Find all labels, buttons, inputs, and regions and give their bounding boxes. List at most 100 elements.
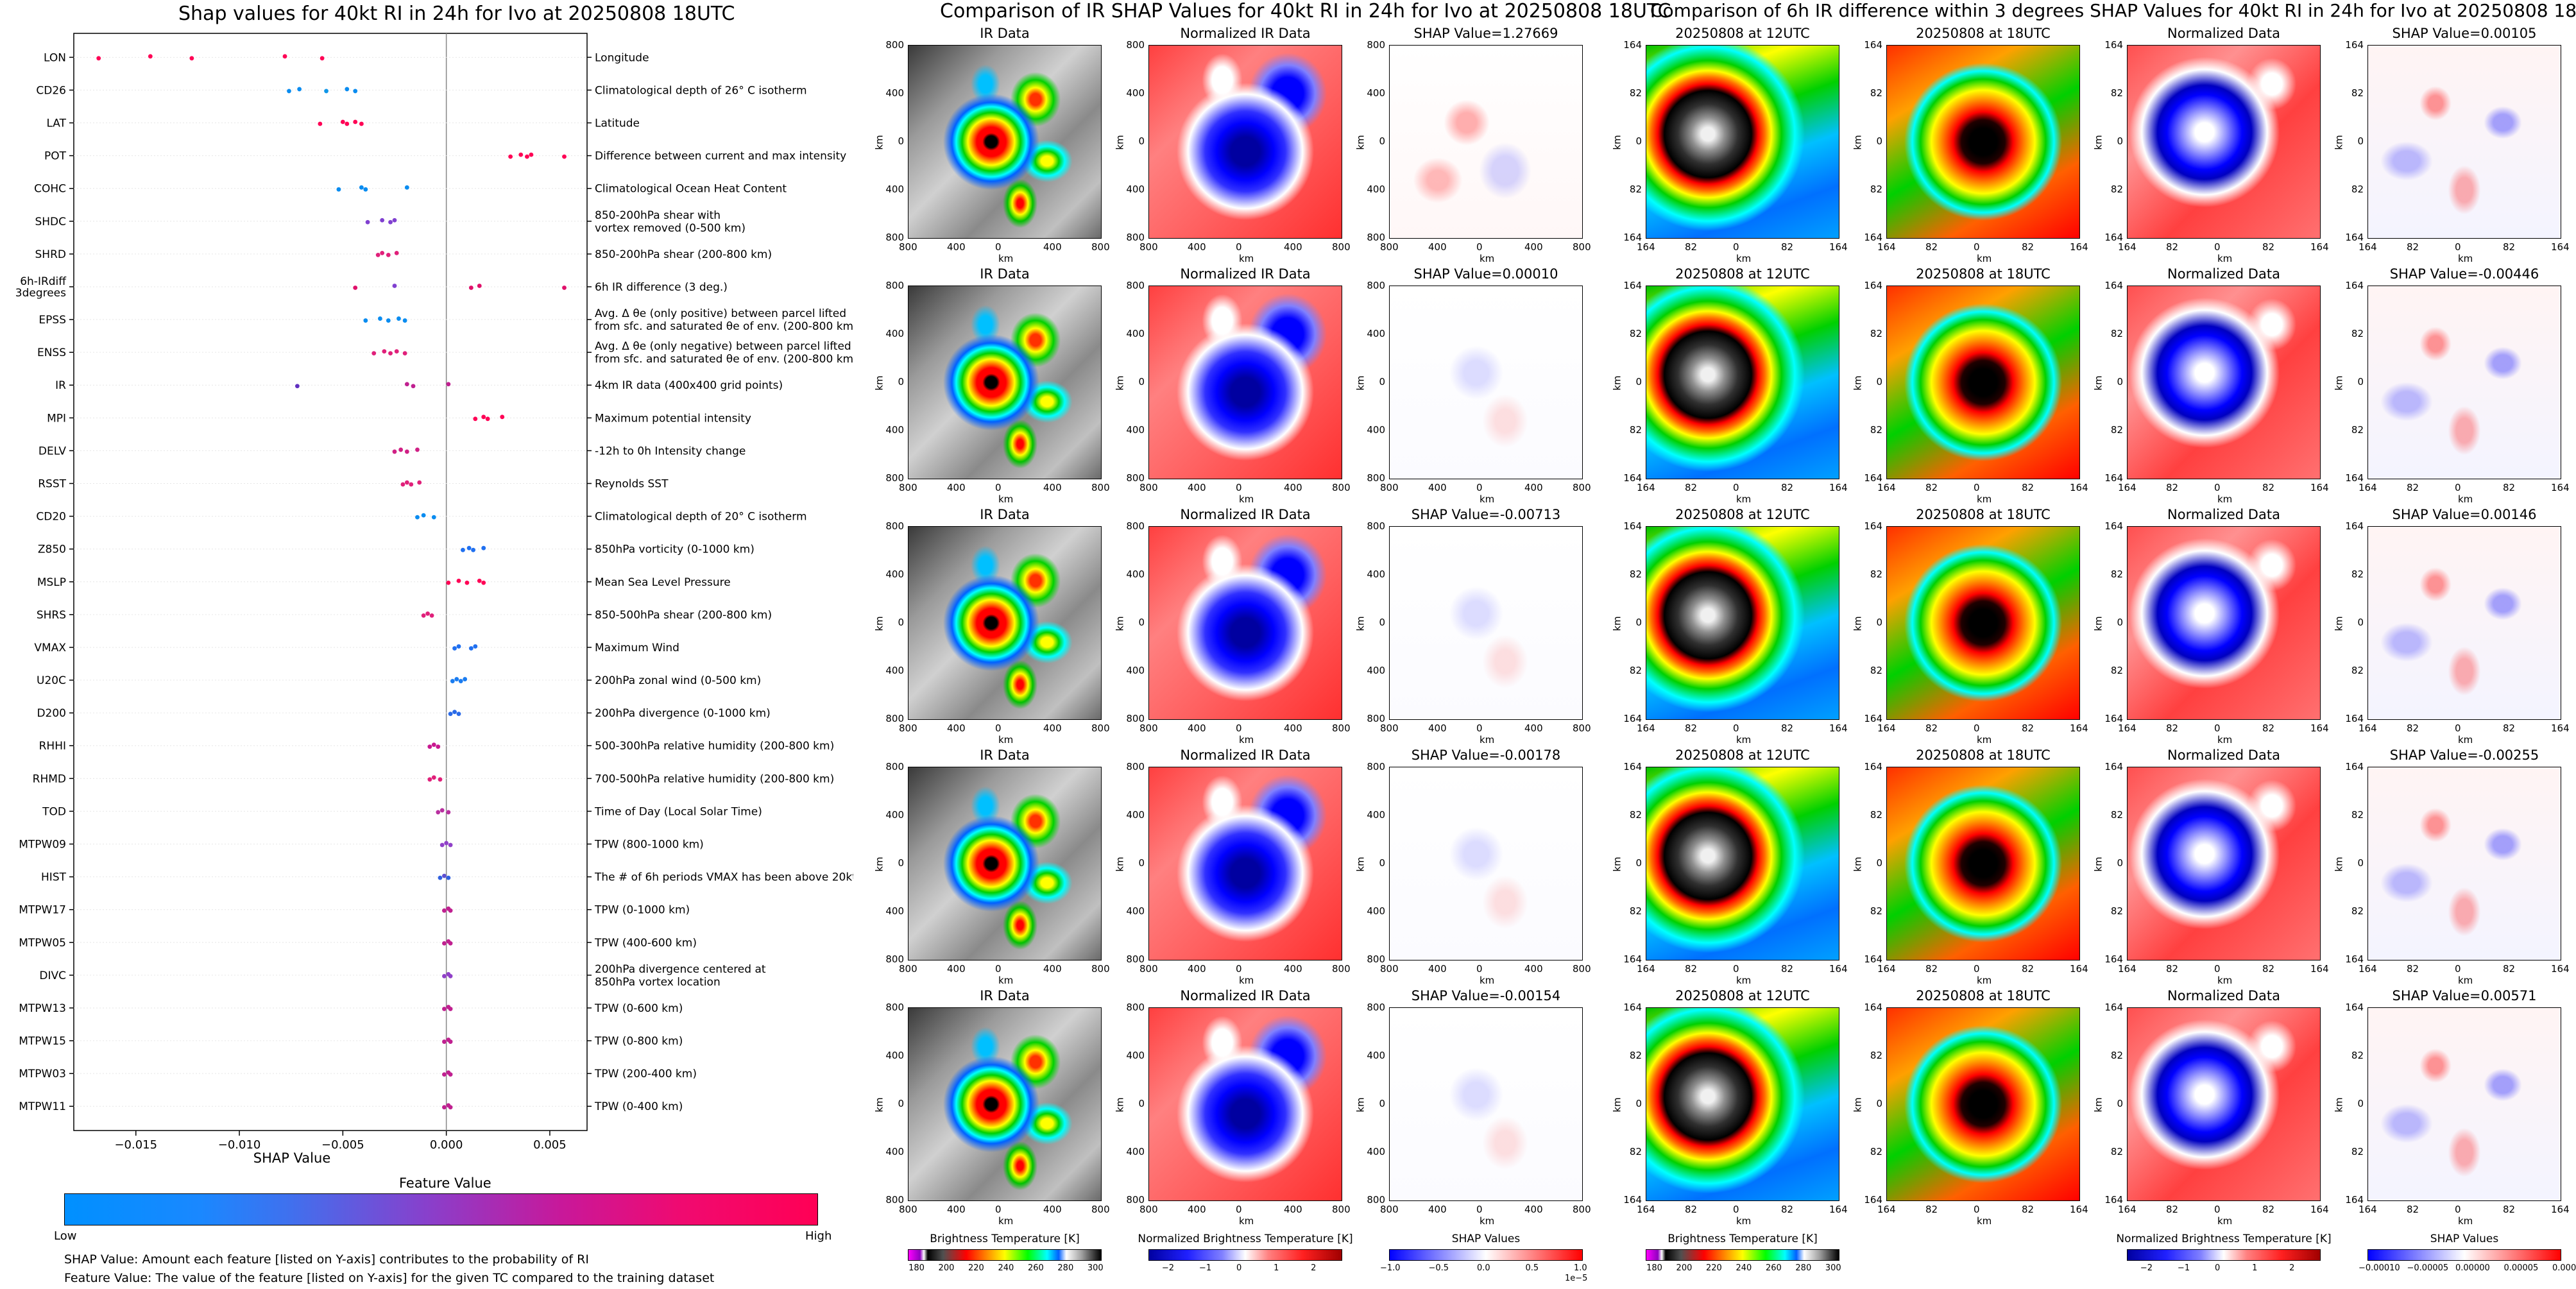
y-tick-label: 82: [1870, 184, 1882, 195]
shap-point: [448, 908, 453, 913]
feature-name-label: CD26: [36, 84, 66, 97]
y-tick-label: 400: [1126, 665, 1145, 676]
feature-description-label: Climatological depth of 20° C isotherm: [595, 511, 807, 524]
shap-point: [448, 712, 453, 717]
y-tick-label: 164: [2104, 713, 2123, 724]
x-tick-label: 400: [1284, 1204, 1302, 1215]
y-tick-label: 400: [1367, 1050, 1385, 1061]
shap-point: [353, 119, 358, 124]
irdiff-shap-panel: SHAP Value=-0.00446 164 164 82 82 0 0 82 82 164 16…: [2333, 266, 2570, 505]
feature-name-label: ENSS: [37, 346, 66, 359]
x-tick-label: 164: [1877, 241, 1896, 253]
x-axis-label: km: [2217, 734, 2233, 746]
x-axis-label: km: [2217, 1215, 2233, 1227]
x-tick-label: 164: [2358, 963, 2377, 975]
x-axis-label: km: [2458, 1215, 2473, 1227]
feature-description-label: 850hPa vorticity (0-1000 km): [595, 543, 755, 556]
x-tick-label: 82: [2262, 722, 2275, 734]
irdiff-shap-image: [2367, 767, 2561, 960]
y-axis-label: km: [1354, 616, 1367, 631]
shap-point: [461, 547, 465, 552]
diff-brightness-colorbar-tick-label: 280: [1795, 1263, 1812, 1273]
normalized-ir-title: Normalized IR Data: [1180, 747, 1311, 763]
x-tick-label: 82: [2407, 1204, 2419, 1215]
shap-point: [363, 318, 368, 323]
shap-point: [386, 252, 391, 257]
diff-normalized-colorbar-tick-label: 1: [2252, 1263, 2258, 1273]
shap-point: [415, 515, 420, 520]
x-tick-label: 164: [2551, 241, 2570, 253]
y-tick-label: 82: [1629, 809, 1642, 821]
y-tick-label: 0: [1379, 135, 1385, 147]
y-tick-label: 400: [1367, 424, 1385, 436]
x-axis-label: km: [1977, 975, 1992, 986]
y-axis-label: km: [873, 375, 885, 391]
x-axis-label: km: [1736, 975, 1752, 986]
x-tick-label: 400: [1188, 482, 1206, 493]
x-tick-label: 800: [1139, 722, 1158, 734]
shap-point: [345, 87, 350, 92]
shap-point: [394, 250, 399, 255]
y-tick-label: 800: [1126, 953, 1145, 965]
feature-description-label: 700-500hPa relative humidity (200-800 km…: [595, 773, 834, 785]
feature-description-label: Time of Day (Local Solar Time): [594, 805, 762, 818]
y-tick-label: 82: [2110, 809, 2123, 821]
y-tick-label: 164: [2345, 39, 2364, 51]
ir-normalized-colorbar-tick-label: 1: [1274, 1263, 1279, 1273]
y-tick-label: 164: [2345, 280, 2364, 291]
feature-definition-note: Feature Value: The value of the feature …: [64, 1271, 715, 1285]
shap-point: [477, 578, 482, 583]
y-tick-label: 800: [1367, 1002, 1385, 1013]
shap-point: [562, 286, 567, 290]
x-axis-label: km: [1480, 253, 1495, 264]
x-tick-label: 0: [1236, 482, 1242, 493]
y-tick-label: 82: [1870, 1146, 1882, 1157]
ir-18utc-title: 20250808 at 18UTC: [1916, 26, 2051, 41]
y-tick-label: 0: [1138, 1098, 1145, 1109]
ir-shap-panel: SHAP Value=-0.00178 800 800 400 400 0 0 400 400 8…: [1355, 747, 1591, 986]
y-tick-label: 0: [1876, 857, 1882, 869]
shap-point: [324, 89, 328, 94]
y-tick-label: 0: [2117, 617, 2123, 628]
x-tick-label: 400: [1428, 722, 1447, 734]
shap-point: [468, 646, 473, 651]
y-axis-label: km: [1852, 375, 1864, 391]
y-tick-label: 164: [2104, 1002, 2123, 1013]
y-tick-label: 82: [2110, 1146, 2123, 1157]
x-tick-label: 800: [1139, 241, 1158, 253]
x-axis-label: SHAP Value: [253, 1150, 331, 1166]
x-tick-label: 0: [1733, 241, 1739, 253]
irdiff-comparison-title: Comparison of 6h IR difference within 3 …: [1650, 0, 2576, 21]
feature-description-label: TPW (0-1000 km): [594, 904, 690, 917]
x-tick-label: 0: [1974, 1204, 1980, 1215]
shap-point: [282, 54, 287, 59]
ir-data-image: [908, 1007, 1102, 1201]
x-axis-label: km: [1736, 493, 1752, 505]
shap-point: [404, 382, 409, 387]
x-axis-label: km: [1239, 253, 1254, 264]
x-tick-label: 164: [2118, 722, 2137, 734]
x-tick-label: 800: [1380, 241, 1399, 253]
y-tick-label: 0: [1138, 857, 1145, 869]
y-tick-label: 82: [1870, 809, 1882, 821]
y-tick-label: 400: [1367, 809, 1385, 821]
y-tick-label: 82: [2351, 87, 2364, 99]
shap-point: [402, 318, 407, 323]
shap-point: [473, 644, 478, 649]
feature-name-label: U20C: [37, 674, 66, 687]
x-tick-label: 800: [899, 482, 917, 493]
y-tick-label: 164: [2104, 1194, 2123, 1206]
normalized-diff-image: [2127, 1007, 2321, 1201]
y-tick-label: 0: [1379, 617, 1385, 628]
shap-point: [500, 414, 505, 420]
shap-point: [394, 349, 399, 354]
x-tick-label: 800: [1091, 963, 1110, 975]
y-axis-label: km: [873, 135, 885, 150]
y-tick-label: 164: [2345, 1194, 2364, 1206]
diff-normalized-colorbar: [2127, 1249, 2321, 1261]
feature-name-label: 6h-IRdiff: [20, 275, 67, 288]
x-tick-label: 164: [2310, 241, 2329, 253]
feature-name-label: SHRS: [37, 609, 66, 622]
x-tick-label: 0: [1236, 722, 1242, 734]
ir-shap-title: SHAP Value=-0.00178: [1411, 747, 1561, 763]
